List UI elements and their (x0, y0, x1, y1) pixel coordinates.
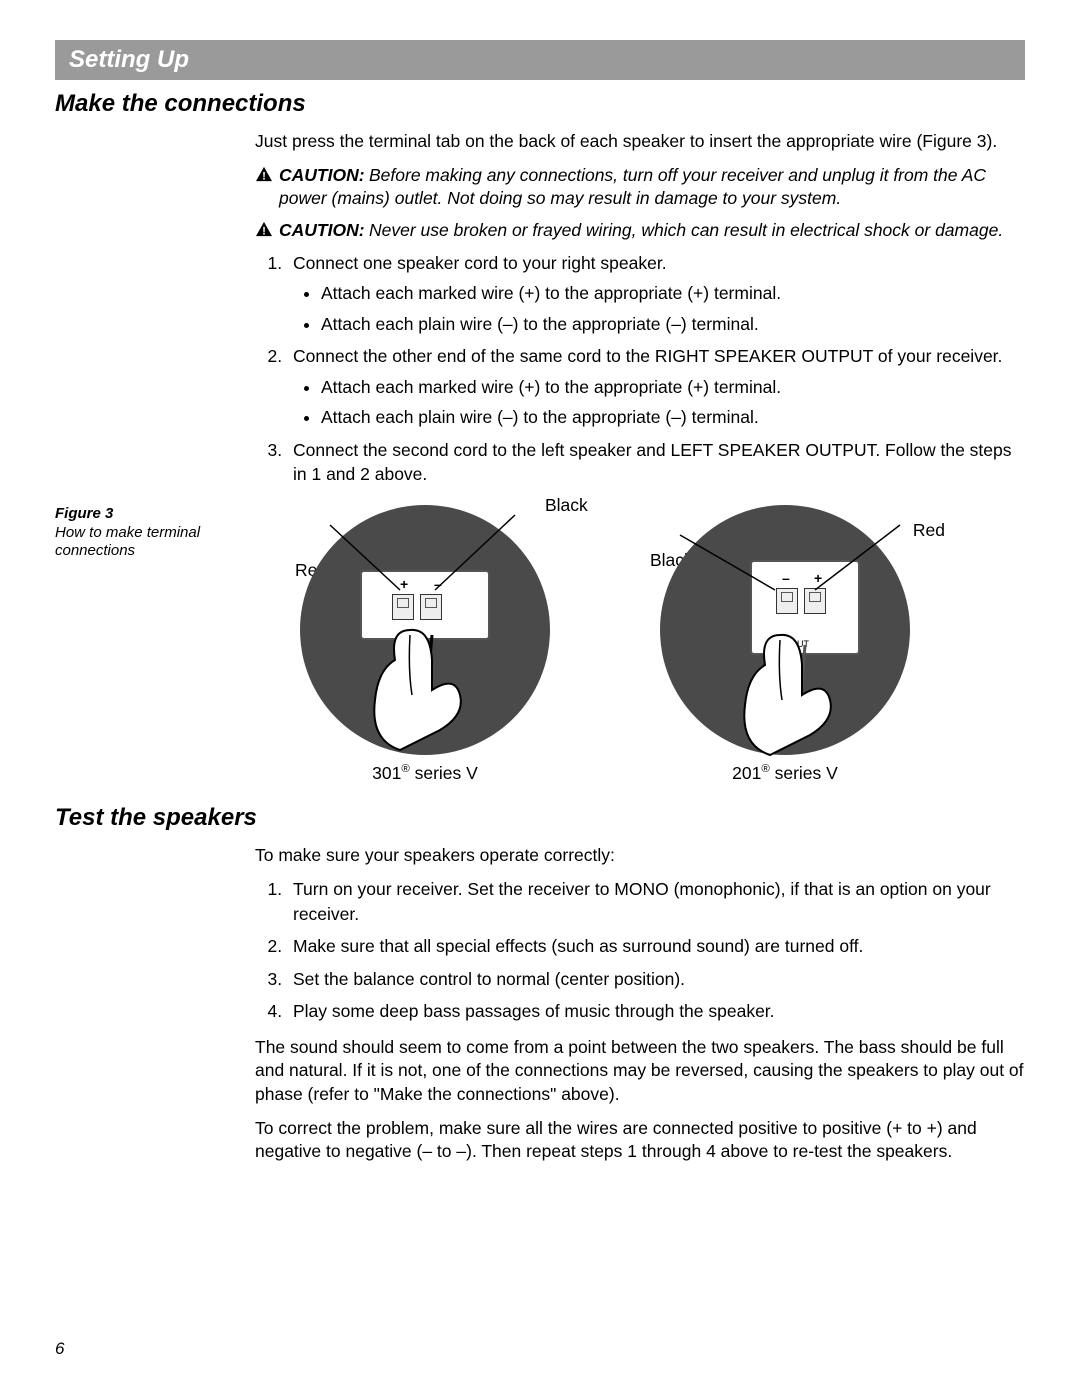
bullet: Attach each plain wire (–) to the approp… (321, 312, 1025, 337)
test-intro: To make sure your speakers operate corre… (255, 844, 1025, 868)
heading-test-speakers: Test the speakers (55, 804, 1025, 832)
bullet: Attach each marked wire (+) to the appro… (321, 375, 1025, 400)
caution-2-label: CAUTION: (279, 220, 365, 240)
minus-sign: – (782, 570, 790, 586)
figure-sidebar: Figure 3 How to make terminal connection… (55, 505, 255, 784)
banner-title: Setting Up (69, 46, 189, 73)
bullet: Attach each plain wire (–) to the approp… (321, 405, 1025, 430)
test-para-2: To correct the problem, make sure all th… (255, 1117, 1025, 1164)
terminal-icon (776, 588, 798, 614)
step-3: Connect the second cord to the left spea… (287, 438, 1025, 487)
diagram-caption-201: 201® series V (732, 763, 838, 784)
test-steps: Turn on your receiver. Set the receiver … (255, 877, 1025, 1024)
plus-sign: + (400, 576, 408, 592)
caution-2-text: Never use broken or frayed wiring, which… (369, 220, 1003, 240)
intro-paragraph: Just press the terminal tab on the back … (255, 130, 1025, 154)
step-3-text: Connect the second cord to the left spea… (293, 440, 1012, 485)
figure-3: Figure 3 How to make terminal connection… (55, 505, 1025, 784)
svg-text:!: ! (262, 225, 266, 237)
diagram-201: Red Black – + INPUT (635, 505, 935, 784)
minus-sign: – (434, 576, 442, 592)
test-para-1: The sound should seem to come from a poi… (255, 1036, 1025, 1107)
step-1-bullets: Attach each marked wire (+) to the appro… (293, 281, 1025, 336)
step-2-text: Connect the other end of the same cord t… (293, 346, 1002, 366)
caution-1-text: Before making any connections, turn off … (279, 165, 986, 209)
bullet: Attach each marked wire (+) to the appro… (321, 281, 1025, 306)
test-step: Set the balance control to normal (cente… (287, 967, 1025, 992)
label-black: Black (545, 495, 588, 516)
step-1: Connect one speaker cord to your right s… (287, 251, 1025, 337)
page: Setting Up Make the connections Just pre… (0, 0, 1080, 1397)
step-2-bullets: Attach each marked wire (+) to the appro… (293, 375, 1025, 430)
step-2: Connect the other end of the same cord t… (287, 344, 1025, 430)
connection-steps: Connect one speaker cord to your right s… (255, 251, 1025, 487)
terminal-icon (392, 594, 414, 620)
section1-body: Just press the terminal tab on the back … (255, 130, 1025, 487)
figure-diagrams: Black Red + – (255, 505, 1025, 784)
hand-icon (360, 620, 480, 760)
label-red: Red (913, 520, 945, 541)
figure-caption: How to make terminal connections (55, 524, 255, 562)
terminal-icon (420, 594, 442, 620)
test-step: Turn on your receiver. Set the receiver … (287, 877, 1025, 926)
test-step: Make sure that all special effects (such… (287, 934, 1025, 959)
diagram-301: Black Red + – (275, 505, 575, 784)
test-step: Play some deep bass passages of music th… (287, 999, 1025, 1024)
page-number: 6 (55, 1339, 64, 1359)
caution-1: ! CAUTION: Before making any connections… (255, 164, 1025, 211)
caution-1-label: CAUTION: (279, 165, 365, 185)
step-1-text: Connect one speaker cord to your right s… (293, 253, 667, 273)
warning-icon: ! (255, 166, 273, 182)
section-banner: Setting Up (55, 40, 1025, 80)
caution-2: ! CAUTION: Never use broken or frayed wi… (255, 219, 1025, 243)
figure-label: Figure 3 (55, 505, 255, 522)
speaker-circle-icon: – + INPUT (660, 505, 910, 755)
terminal-icon (804, 588, 826, 614)
section2-body: To make sure your speakers operate corre… (255, 844, 1025, 1164)
plus-sign: + (814, 570, 822, 586)
heading-make-connections: Make the connections (55, 90, 1025, 118)
hand-icon (730, 625, 850, 765)
warning-icon: ! (255, 221, 273, 237)
speaker-circle-icon: + – (300, 505, 550, 755)
svg-text:!: ! (262, 170, 266, 182)
diagram-caption-301: 301® series V (372, 763, 478, 784)
